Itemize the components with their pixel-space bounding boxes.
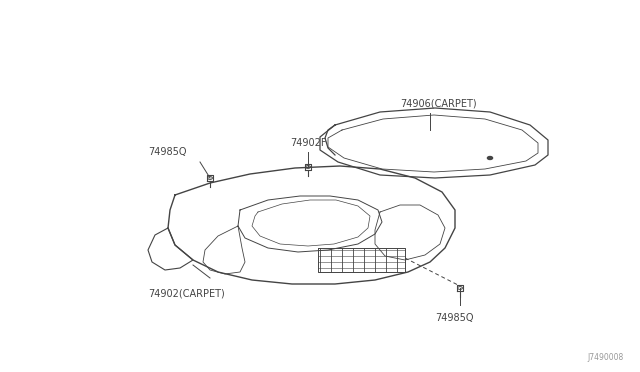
Text: J7490008: J7490008	[588, 353, 624, 362]
Text: 74906(CARPET): 74906(CARPET)	[400, 98, 477, 108]
Text: 74985Q: 74985Q	[148, 147, 186, 157]
Text: 74902(CARPET): 74902(CARPET)	[148, 289, 225, 299]
Text: 74985Q: 74985Q	[435, 313, 474, 323]
Text: 74902F: 74902F	[290, 138, 326, 148]
Circle shape	[488, 157, 493, 160]
